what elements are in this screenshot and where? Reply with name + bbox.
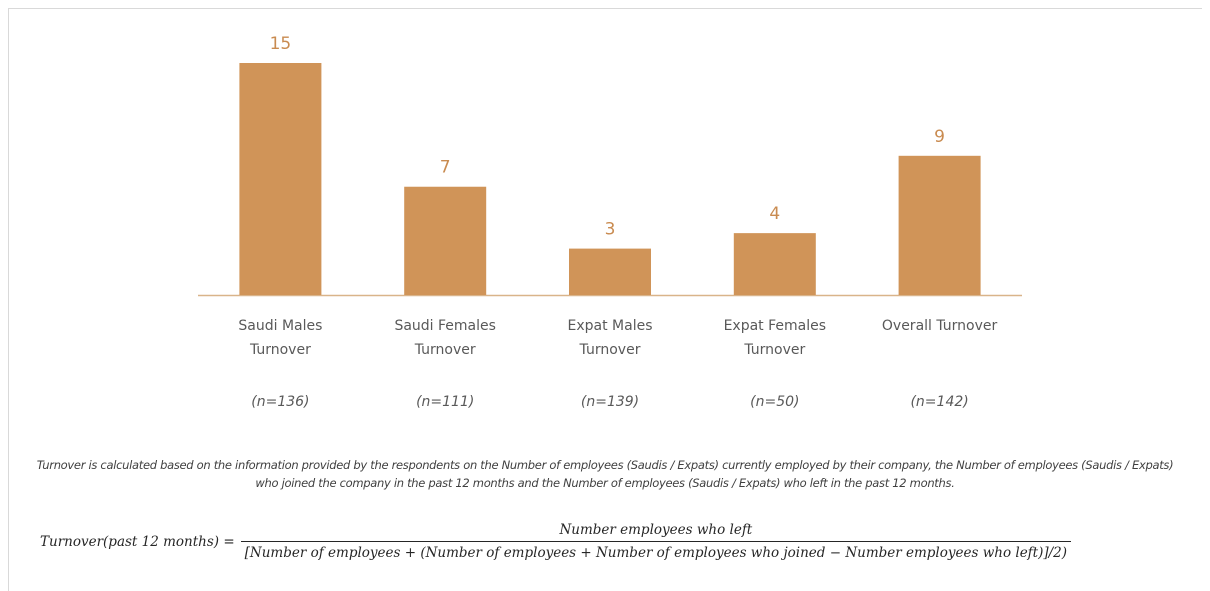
x-tick-label: Expat Females Turnover xyxy=(723,318,827,358)
value-label: 3 xyxy=(605,220,616,240)
bar xyxy=(898,155,981,295)
frame xyxy=(8,8,1202,591)
sample-size: (n=111) xyxy=(416,394,475,410)
x-tick-label: Saudi Females Turnover xyxy=(394,318,496,358)
bar xyxy=(733,233,816,295)
value-label: 7 xyxy=(440,158,451,178)
x-tick-label: Overall Turnover xyxy=(881,318,998,334)
formula-lhs: Turnover(past 12 months) = xyxy=(40,533,235,550)
value-label: 9 xyxy=(934,127,945,147)
x-tick-label: Saudi Males Turnover xyxy=(238,318,323,358)
sample-size: (n=142) xyxy=(910,394,969,410)
sample-size: (n=136) xyxy=(251,394,310,410)
sample-size: (n=139) xyxy=(580,394,640,410)
sample-size: (n=50) xyxy=(750,394,800,410)
fraction: Number employees who left [Number of emp… xyxy=(240,522,1072,561)
numerator: Number employees who left xyxy=(559,522,753,538)
bar xyxy=(239,63,322,295)
bar xyxy=(404,186,487,295)
formula: Turnover(past 12 months) = Number employ… xyxy=(40,522,1072,561)
footnote: Turnover is calculated based on the info… xyxy=(36,458,1174,490)
bar xyxy=(569,248,651,295)
denominator: [Number of employees + (Number of employ… xyxy=(240,541,1072,561)
value-label: 4 xyxy=(769,204,780,224)
value-label: 15 xyxy=(270,34,292,54)
x-tick-label: Expat Males Turnover xyxy=(567,318,653,358)
